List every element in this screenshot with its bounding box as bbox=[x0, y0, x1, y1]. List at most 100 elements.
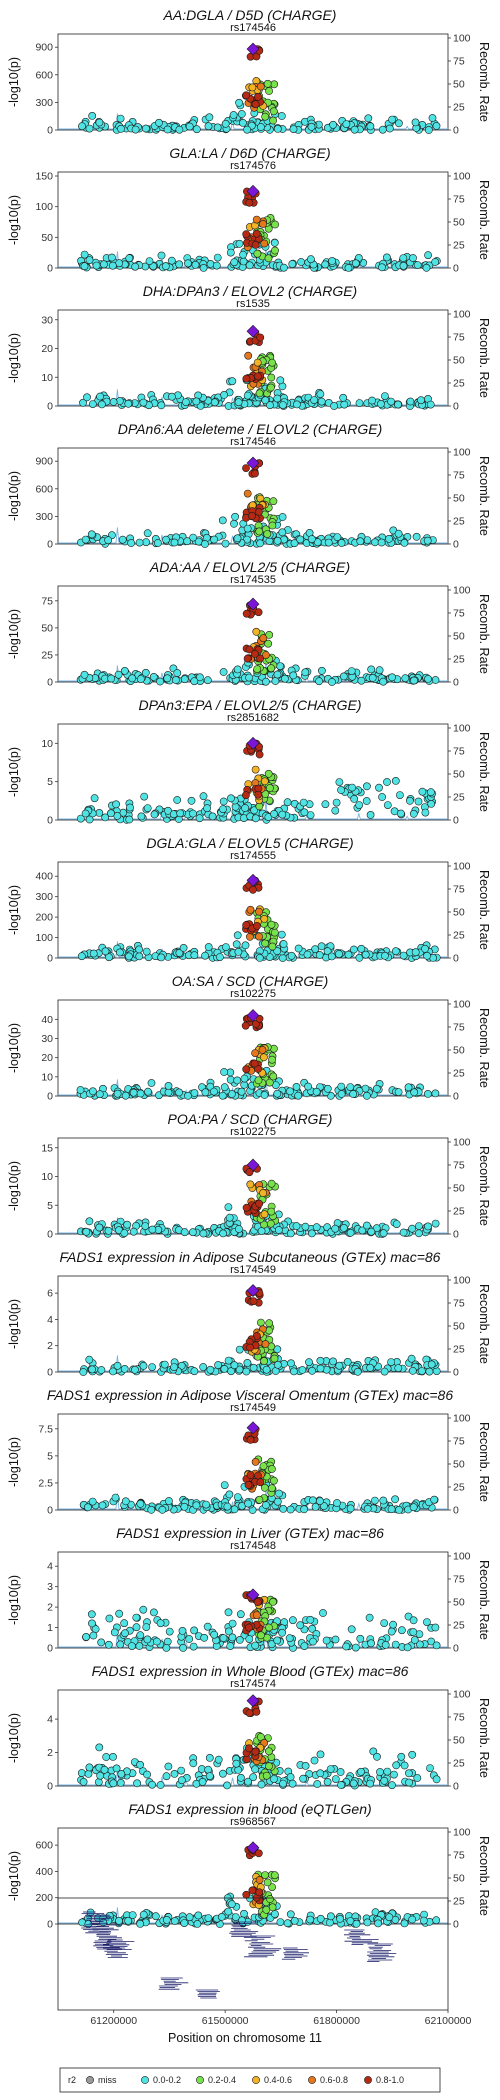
snp-point bbox=[383, 1767, 392, 1776]
snp-point bbox=[230, 1361, 239, 1370]
snp-point bbox=[297, 258, 305, 266]
y-tick-label: 0 bbox=[47, 1919, 53, 1931]
snp-point bbox=[391, 1640, 400, 1649]
snp-point bbox=[76, 1086, 85, 1094]
snp-point bbox=[296, 535, 305, 544]
snp-point bbox=[156, 1619, 165, 1628]
snp-point bbox=[267, 1207, 276, 1216]
snp-point bbox=[356, 1634, 365, 1643]
snp-point bbox=[242, 464, 250, 472]
snp-point bbox=[170, 538, 179, 547]
snp-point bbox=[170, 1770, 179, 1778]
locus-panel: DPAn3:EPA / ELOVL2/5 (CHARGE)05100255075… bbox=[7, 697, 491, 827]
legend-swatch bbox=[141, 2076, 149, 2084]
snp-point bbox=[242, 374, 251, 383]
snp-point bbox=[141, 1222, 150, 1230]
snp-point bbox=[95, 118, 104, 127]
snp-point bbox=[326, 1912, 335, 1921]
snp-point bbox=[423, 536, 432, 545]
snp-point bbox=[260, 1357, 268, 1365]
y-tick-label: 5 bbox=[47, 776, 53, 788]
snp-point bbox=[300, 1642, 309, 1650]
snp-point bbox=[88, 400, 97, 408]
y-tick-label: 10 bbox=[41, 738, 53, 750]
snp-point bbox=[241, 804, 249, 812]
snp-point bbox=[244, 1777, 252, 1786]
snp-point bbox=[254, 1076, 263, 1085]
snp-point bbox=[337, 786, 345, 794]
y2-tick-label: 50 bbox=[453, 79, 465, 91]
snp-point bbox=[373, 1752, 381, 1761]
snp-point bbox=[175, 125, 184, 134]
lead-snp-label: rs102275 bbox=[230, 1126, 276, 1138]
snp-point bbox=[250, 1059, 259, 1068]
snp-point bbox=[230, 1505, 239, 1514]
lead-snp-marker bbox=[246, 184, 260, 198]
y2-axis-label: Recomb. Rate bbox=[477, 42, 491, 122]
snp-point bbox=[240, 1909, 248, 1918]
snp-point bbox=[267, 664, 276, 673]
y-axis-label: -log10(p) bbox=[7, 195, 21, 245]
snp-point bbox=[254, 790, 263, 799]
snp-point bbox=[279, 940, 288, 948]
snp-point bbox=[180, 1919, 189, 1927]
snp-point bbox=[252, 627, 261, 636]
y-tick-label: 2 bbox=[47, 1602, 53, 1614]
snp-point bbox=[397, 1752, 406, 1761]
snp-point bbox=[315, 677, 323, 686]
locus-panel: FADS1 expression in Adipose Subcutaneous… bbox=[7, 1249, 491, 1379]
snp-point bbox=[241, 1021, 250, 1030]
snp-point bbox=[244, 351, 253, 360]
snp-point bbox=[175, 1088, 183, 1097]
snp-point bbox=[388, 1781, 396, 1790]
snp-point bbox=[255, 954, 264, 962]
y-tick-label: 400 bbox=[35, 871, 53, 883]
snp-point bbox=[83, 393, 91, 402]
y-tick-label: 50 bbox=[41, 232, 53, 244]
y-axis-label: -log10(p) bbox=[7, 1851, 21, 1901]
snp-point bbox=[233, 1076, 242, 1085]
snp-point bbox=[269, 107, 278, 116]
snp-point bbox=[410, 1088, 419, 1097]
snp-point bbox=[124, 1916, 133, 1925]
snp-point bbox=[419, 1916, 428, 1925]
snp-point bbox=[242, 609, 251, 618]
snp-point bbox=[306, 255, 315, 264]
snp-point bbox=[394, 400, 402, 409]
panel-title: DPAn3:EPA / ELOVL2/5 (CHARGE) bbox=[138, 697, 361, 713]
snp-point bbox=[288, 260, 297, 268]
snp-point bbox=[261, 112, 270, 121]
snp-point bbox=[315, 951, 324, 959]
snp-point bbox=[259, 1462, 268, 1470]
snp-point bbox=[251, 1765, 259, 1774]
panel-title: GLA:LA / D6D (CHARGE) bbox=[169, 145, 330, 161]
y-tick-label: 900 bbox=[35, 42, 53, 54]
legend-swatch bbox=[364, 2076, 372, 2084]
snp-point bbox=[406, 397, 415, 406]
snp-point bbox=[317, 666, 326, 675]
snp-point bbox=[164, 1497, 173, 1505]
legend-label: miss bbox=[98, 2075, 117, 2085]
snp-point bbox=[337, 1090, 346, 1098]
snp-point bbox=[329, 120, 337, 129]
y-tick-label: 3 bbox=[47, 1581, 53, 1593]
snp-point bbox=[242, 91, 251, 100]
y-tick-label: 150 bbox=[35, 171, 53, 183]
snp-point bbox=[346, 1083, 355, 1091]
snp-point bbox=[412, 532, 421, 541]
snp-point bbox=[199, 792, 208, 801]
snp-point bbox=[167, 256, 176, 265]
panel-title: FADS1 expression in Adipose Visceral Ome… bbox=[47, 1387, 454, 1403]
snp-point bbox=[305, 1358, 313, 1367]
snp-point bbox=[278, 513, 287, 521]
snp-point bbox=[80, 670, 89, 679]
snp-point bbox=[245, 1744, 253, 1753]
snp-point bbox=[400, 1761, 409, 1770]
snp-point bbox=[316, 1914, 325, 1923]
y2-tick-label: 50 bbox=[453, 631, 465, 643]
snp-point bbox=[298, 1366, 307, 1374]
snp-point bbox=[120, 1365, 129, 1373]
snp-point bbox=[231, 512, 239, 521]
snp-point bbox=[143, 804, 152, 812]
locus-panel: OA:SA / SCD (CHARGE) 0 10 20 30 40 0 25 50 75 100 -… bbox=[7, 973, 491, 1103]
